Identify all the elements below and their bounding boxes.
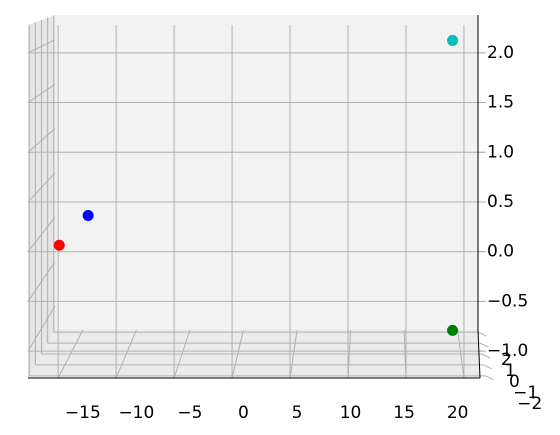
z-tick-label: −1.0 [487,341,528,361]
x-tick-label: −15 [65,403,101,423]
z-tick-label: 0.0 [487,242,514,262]
x-tick-label: 10 [340,403,362,423]
x-tick-label: 5 [292,403,303,423]
tick-mark [485,375,494,381]
z-tick-label: 1.5 [487,93,514,113]
z-tick-label: 0.5 [487,192,514,212]
x-tick-label: 15 [393,403,415,423]
point [447,34,459,46]
y-axis-line [477,329,481,379]
y-tick-label: −1 [513,383,538,403]
y-tick-label: −2 [517,394,542,414]
z-tick-label: −0.5 [487,291,528,311]
x-tick-label: 0 [238,403,249,423]
z-tick-label: 2.0 [487,43,514,63]
point [82,210,94,222]
back-pane [55,15,478,330]
tick-mark [481,353,491,359]
x-tick-label: −5 [177,403,202,423]
point [447,324,459,336]
y-tick-label: 2 [501,350,512,370]
z-tick-label: 1.0 [487,142,514,162]
tick-mark [483,364,493,370]
point [53,239,65,251]
y-tick-label: 1 [505,361,516,381]
x-tick-label: −10 [118,403,154,423]
tick-mark [479,342,489,348]
y-tick-label: 0 [509,372,520,392]
x-tick-label: 20 [447,403,469,423]
tick-mark [478,331,487,337]
